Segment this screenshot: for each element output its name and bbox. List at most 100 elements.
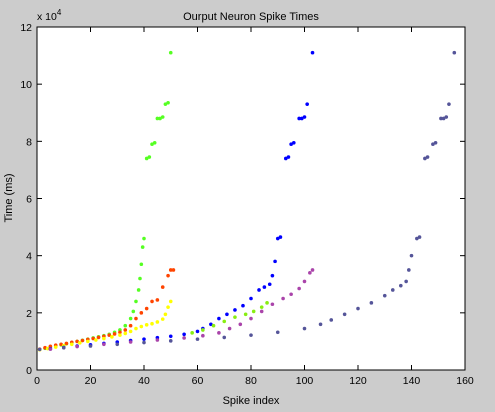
data-point xyxy=(342,312,347,317)
data-point xyxy=(318,322,323,327)
data-point xyxy=(270,302,275,307)
data-point xyxy=(168,339,173,343)
data-point xyxy=(168,268,173,272)
data-point xyxy=(243,312,248,317)
data-point xyxy=(441,116,446,121)
x-tick-label: 40 xyxy=(138,375,150,387)
data-point xyxy=(431,142,435,146)
data-point xyxy=(110,335,114,339)
series-7 xyxy=(37,50,457,352)
data-point xyxy=(433,140,438,145)
data-point xyxy=(417,235,422,239)
data-point xyxy=(147,155,152,159)
data-point xyxy=(160,285,165,289)
data-point xyxy=(163,102,168,106)
data-point xyxy=(123,331,128,336)
data-point xyxy=(136,288,141,292)
x-axis-label: Spike index xyxy=(223,395,280,407)
data-point xyxy=(48,347,53,351)
data-point xyxy=(382,293,387,298)
data-point xyxy=(144,156,149,161)
data-point xyxy=(139,262,144,267)
data-point xyxy=(86,339,90,344)
data-point xyxy=(265,301,269,305)
plot-area xyxy=(37,27,465,370)
data-point xyxy=(241,303,245,308)
data-point xyxy=(128,329,133,334)
x-tick-label: 100 xyxy=(296,375,314,387)
series-6 xyxy=(48,268,315,351)
data-point xyxy=(302,115,307,119)
data-point xyxy=(281,296,285,301)
data-point xyxy=(123,328,128,332)
data-points xyxy=(37,50,457,352)
data-point xyxy=(152,140,157,145)
data-point xyxy=(168,50,173,55)
data-point xyxy=(118,330,122,335)
data-point xyxy=(168,299,173,304)
data-point xyxy=(115,342,120,347)
x-tick-label: 80 xyxy=(245,375,257,387)
axis-ticks: 0 20 40 60 80 100 120 140 160 0 2 4 6 8 10 12 xyxy=(20,22,474,387)
y-tick-label: 2 xyxy=(26,308,32,320)
data-point xyxy=(444,115,449,119)
data-point xyxy=(134,299,138,304)
data-point xyxy=(168,334,173,339)
data-point xyxy=(91,336,95,341)
data-point xyxy=(267,282,272,287)
data-point xyxy=(171,268,176,272)
data-point xyxy=(305,102,309,106)
data-point xyxy=(45,346,50,351)
data-point xyxy=(233,308,237,312)
data-point xyxy=(166,273,170,278)
data-point xyxy=(275,236,280,241)
data-point xyxy=(163,312,168,317)
data-point xyxy=(69,342,74,347)
data-point xyxy=(48,344,53,349)
data-point xyxy=(107,333,112,337)
series-3 xyxy=(37,299,173,352)
data-point xyxy=(155,338,160,342)
y-tick-label: 12 xyxy=(20,22,32,34)
data-point xyxy=(222,335,227,340)
data-point xyxy=(251,309,256,314)
data-point xyxy=(139,324,144,329)
data-point xyxy=(155,116,160,121)
data-point xyxy=(75,344,79,349)
data-point xyxy=(356,306,360,311)
data-point xyxy=(409,253,414,258)
data-point xyxy=(289,142,293,146)
y-tick-label: 6 xyxy=(26,194,32,206)
y-tick-label: 8 xyxy=(26,136,32,148)
data-point xyxy=(217,316,221,321)
data-point xyxy=(75,339,79,344)
plot-frame xyxy=(36,26,466,371)
data-point xyxy=(61,345,66,350)
data-point xyxy=(190,331,194,335)
x-tick-label: 60 xyxy=(192,375,204,387)
data-point xyxy=(53,345,58,349)
data-point xyxy=(134,316,138,321)
data-point xyxy=(233,315,237,319)
data-point xyxy=(80,338,85,343)
data-point xyxy=(166,100,170,105)
data-point xyxy=(222,319,227,324)
x-tick-label: 120 xyxy=(349,375,367,387)
y-axis-label: Time (ms) xyxy=(3,173,15,222)
data-point xyxy=(238,322,243,327)
data-point xyxy=(209,322,213,327)
data-point xyxy=(166,305,170,309)
data-point xyxy=(259,305,264,309)
data-point xyxy=(150,142,154,146)
data-point xyxy=(142,337,146,341)
data-point xyxy=(138,276,142,281)
data-point xyxy=(78,341,82,345)
data-point xyxy=(423,156,427,161)
data-point xyxy=(259,309,264,314)
data-point xyxy=(142,236,146,241)
data-point xyxy=(134,326,138,331)
data-point xyxy=(249,333,253,337)
data-point xyxy=(273,259,277,264)
